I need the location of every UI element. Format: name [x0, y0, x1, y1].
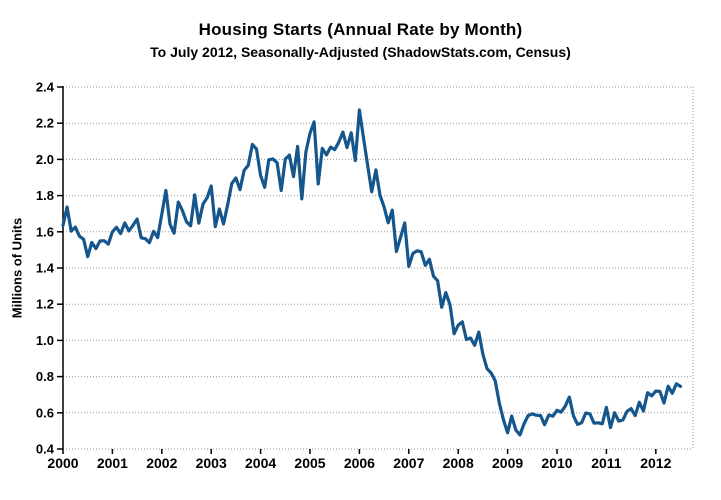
x-tick-label: 2000 [47, 455, 78, 471]
y-tick-label: 1.8 [36, 188, 54, 203]
chart-subtitle: To July 2012, Seasonally-Adjusted (Shado… [150, 44, 571, 60]
y-tick-label: 1.4 [36, 261, 55, 276]
x-tick-label: 2012 [640, 455, 671, 471]
x-tick-label: 2002 [146, 455, 177, 471]
x-tick-label: 2010 [541, 455, 572, 471]
x-tick-label: 2009 [492, 455, 523, 471]
x-tick-label: 2005 [294, 455, 325, 471]
x-tick-label: 2003 [196, 455, 227, 471]
y-tick-label: 2.2 [36, 116, 54, 131]
y-tick-label: 0.6 [36, 405, 54, 420]
y-tick-label: 0.8 [36, 369, 54, 384]
chart-title: Housing Starts (Annual Rate by Month) [198, 20, 523, 39]
x-tick-label: 2011 [591, 455, 622, 471]
x-tick-label: 2006 [344, 455, 375, 471]
y-tick-label: 1.2 [36, 297, 54, 312]
x-tick-label: 2007 [393, 455, 424, 471]
data-line [61, 108, 683, 437]
y-tick-label: 0.4 [36, 442, 55, 457]
y-tick-label: 2.4 [36, 80, 55, 95]
x-tick-label: 2008 [443, 455, 474, 471]
x-tick-label: 2001 [97, 455, 128, 471]
y-tick-label: 2.0 [36, 152, 54, 167]
y-tick-label: 1.6 [36, 224, 54, 239]
x-tick-label: 2004 [245, 455, 276, 471]
y-tick-label: 1.0 [36, 333, 54, 348]
